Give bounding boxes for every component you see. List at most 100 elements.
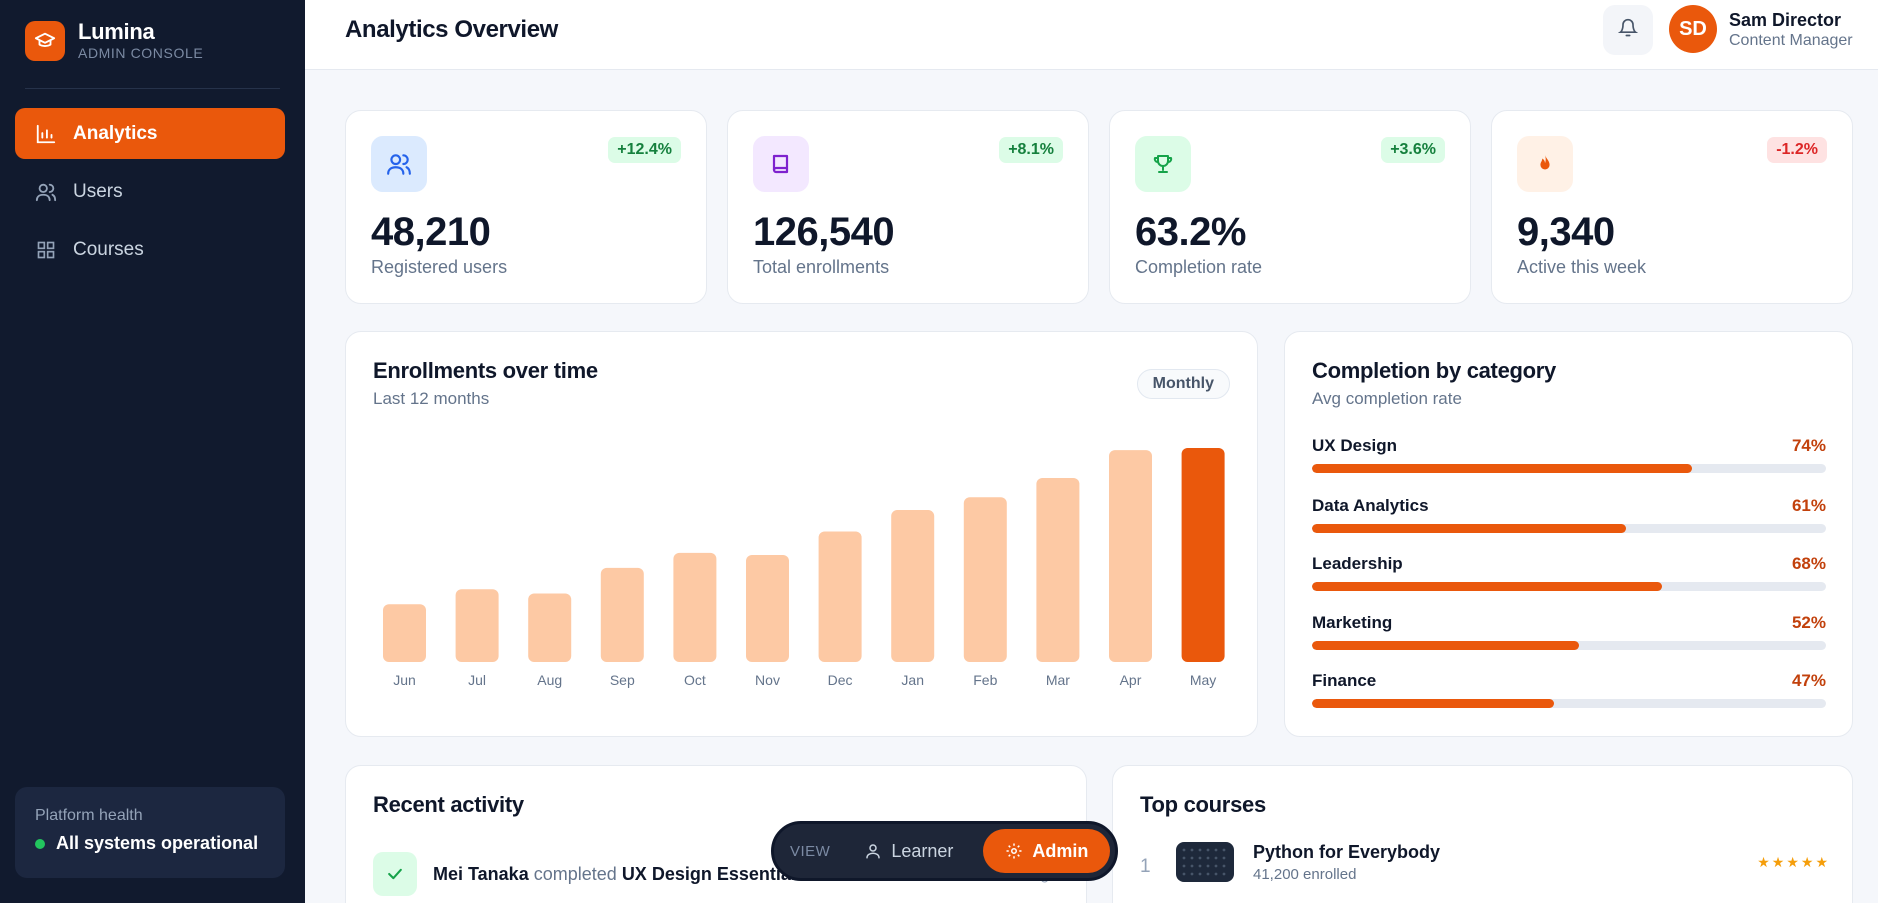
bar-jun[interactable] <box>383 604 426 662</box>
book-icon <box>753 136 809 192</box>
sidebar-item-courses[interactable]: Courses <box>15 224 285 275</box>
trophy-icon <box>1135 136 1191 192</box>
x-tick-label: Apr <box>1120 672 1142 688</box>
category-row[interactable]: Finance 47% <box>1312 671 1826 708</box>
view-switcher: VIEW Learner Admin <box>771 821 1118 881</box>
x-tick-label: Jul <box>468 672 486 688</box>
sidebar-item-users[interactable]: Users <box>15 166 285 217</box>
sidebar: Lumina ADMIN CONSOLE Analytics Users Cou… <box>0 0 305 903</box>
bar-aug[interactable] <box>528 593 572 662</box>
activity-text: Mei Tanaka completed UX Design Essential… <box>433 864 806 885</box>
users-icon <box>34 180 58 204</box>
category-percent: 52% <box>1791 613 1826 632</box>
grid-icon <box>34 238 58 262</box>
flame-icon <box>1517 136 1573 192</box>
card-title: Recent activity <box>373 792 524 817</box>
x-tick-label: Sep <box>610 672 635 688</box>
period-select[interactable]: Monthly <box>1136 369 1230 399</box>
course-row[interactable]: 1 Python for Everybody 41,200 enrolled ★… <box>1140 842 1830 886</box>
bar-jul[interactable] <box>455 589 499 662</box>
bar-jan[interactable] <box>891 510 935 662</box>
view-admin-button[interactable]: Admin <box>983 829 1111 873</box>
enrollments-bar-chart: Jun Jul Aug Sep Oct Nov Dec Jan Feb Mar Apr May <box>383 448 1225 688</box>
category-percent: 61% <box>1791 496 1826 515</box>
stat-card-active: -1.2% 9,340 Active this week <box>1491 110 1853 304</box>
course-enrolled: 41,200 enrolled <box>1253 866 1357 883</box>
bar-apr[interactable] <box>1109 450 1152 662</box>
bar-oct[interactable] <box>673 552 717 662</box>
bar-nov[interactable] <box>746 555 789 662</box>
card-subtitle: Last 12 months <box>373 389 490 408</box>
avatar[interactable]: SD <box>1669 5 1717 53</box>
enrollments-card: Enrollments over time Last 12 months Mon… <box>345 331 1258 737</box>
bar-sep[interactable] <box>600 567 644 662</box>
x-tick-label: Oct <box>684 672 706 688</box>
stat-value: 63.2% <box>1135 210 1246 254</box>
bar-mar[interactable] <box>1036 477 1080 662</box>
category-name: Leadership <box>1312 554 1403 573</box>
top-header: Analytics Overview SD Sam Director Conte… <box>305 0 1878 70</box>
progress-fill <box>1312 582 1662 591</box>
activity-target: UX Design Essentials <box>621 863 806 884</box>
category-head: UX Design 74% <box>1312 436 1826 456</box>
x-tick-label: Jun <box>393 672 416 688</box>
sidebar-divider <box>25 88 280 89</box>
progress-track <box>1312 699 1826 708</box>
view-learner-button[interactable]: Learner <box>842 829 975 873</box>
sidebar-item-label: Analytics <box>73 122 158 144</box>
progress-track <box>1312 582 1826 591</box>
stat-value: 126,540 <box>753 210 895 254</box>
category-percent: 74% <box>1791 436 1826 455</box>
stat-card-users: +12.4% 48,210 Registered users <box>345 110 707 304</box>
user-info[interactable]: Sam Director Content Manager <box>1729 10 1853 51</box>
health-label: Platform health <box>35 807 143 824</box>
change-badge: +8.1% <box>999 137 1063 163</box>
top-courses-card: Top courses 1 Python for Everybody 41,20… <box>1112 765 1853 903</box>
course-rank: 1 <box>1140 856 1151 877</box>
category-head: Marketing 52% <box>1312 613 1826 633</box>
bar-dec[interactable] <box>818 531 862 662</box>
x-tick-label: Feb <box>973 672 997 688</box>
health-status: All systems operational <box>35 833 265 854</box>
stat-value: 9,340 <box>1517 210 1615 254</box>
platform-health: Platform health All systems operational <box>15 787 285 878</box>
stat-value: 48,210 <box>371 210 491 254</box>
bell-icon <box>1617 18 1639 43</box>
change-badge: +3.6% <box>1381 137 1445 163</box>
bar-feb[interactable] <box>963 497 1007 662</box>
card-title: Top courses <box>1140 792 1266 817</box>
progress-fill <box>1312 699 1554 708</box>
progress-track <box>1312 464 1826 473</box>
progress-track <box>1312 641 1826 650</box>
sidebar-item-analytics[interactable]: Analytics <box>15 108 285 159</box>
progress-fill <box>1312 524 1626 533</box>
activity-item[interactable]: Mei Tanaka completed UX Design Essential… <box>373 852 806 896</box>
card-subtitle: Avg completion rate <box>1312 389 1462 408</box>
x-tick-label: Nov <box>755 672 780 688</box>
category-name: Finance <box>1312 671 1377 690</box>
stat-card-completion: +3.6% 63.2% Completion rate <box>1109 110 1471 304</box>
bar-chart-icon <box>34 122 58 146</box>
notifications-button[interactable] <box>1603 5 1653 55</box>
card-title: Completion by category <box>1312 358 1556 383</box>
card-title: Enrollments over time <box>373 358 598 383</box>
bar-may[interactable] <box>1181 448 1225 662</box>
progress-fill <box>1312 464 1693 473</box>
activity-user: Mei Tanaka <box>433 863 529 884</box>
brand-name: Lumina <box>78 19 155 44</box>
x-tick-label: Jan <box>901 672 924 688</box>
category-percent: 47% <box>1791 671 1826 690</box>
category-row[interactable]: Leadership 68% <box>1312 554 1826 591</box>
graduation-cap-icon <box>25 21 65 61</box>
brand-subtitle: ADMIN CONSOLE <box>78 45 204 61</box>
status-dot-icon <box>35 838 45 849</box>
category-row[interactable]: Data Analytics 61% <box>1312 496 1826 533</box>
star-rating: ★★★★★ <box>1757 854 1830 870</box>
activity-action: completed <box>533 863 617 884</box>
category-percent: 68% <box>1791 554 1826 573</box>
category-row[interactable]: UX Design 74% <box>1312 436 1826 473</box>
brand[interactable]: Lumina ADMIN CONSOLE <box>25 20 203 62</box>
category-row[interactable]: Marketing 52% <box>1312 613 1826 650</box>
stat-label: Completion rate <box>1135 257 1263 277</box>
stat-label: Total enrollments <box>753 257 890 277</box>
